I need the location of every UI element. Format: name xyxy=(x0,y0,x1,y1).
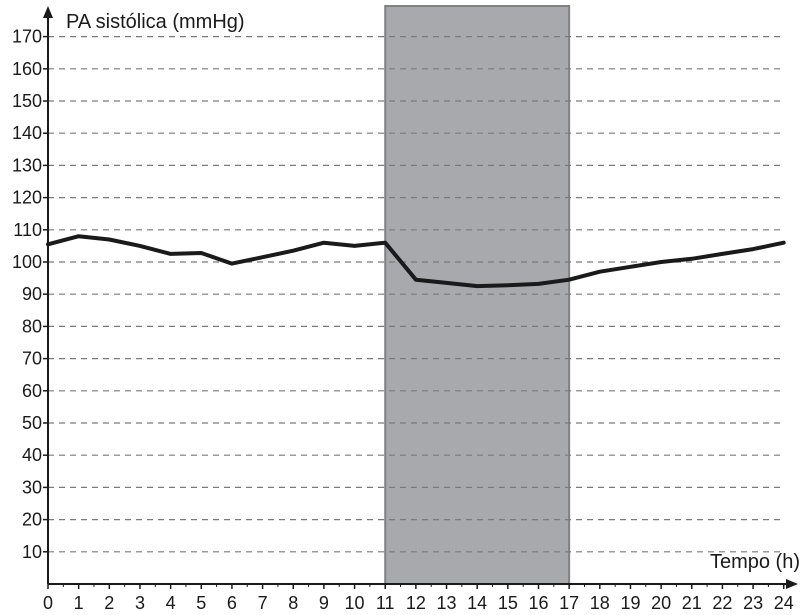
x-tick-label-12: 12 xyxy=(406,593,426,613)
y-tick-label-50: 50 xyxy=(22,413,42,433)
y-tick-label-20: 20 xyxy=(22,510,42,530)
y-tick-label-90: 90 xyxy=(22,284,42,304)
y-tick-label-100: 100 xyxy=(12,252,42,272)
x-tick-label-13: 13 xyxy=(437,593,457,613)
y-tick-label-110: 110 xyxy=(13,220,42,240)
grid-lines xyxy=(48,35,784,553)
tick-labels: 1020304050607080901001101201301401501601… xyxy=(12,27,794,613)
y-axis-title: PA sistólica (mmHg) xyxy=(66,11,245,33)
y-tick-label-120: 120 xyxy=(12,188,42,208)
x-tick-label-7: 7 xyxy=(258,593,268,613)
x-tick-label-24: 24 xyxy=(774,593,794,613)
x-tick-label-9: 9 xyxy=(319,593,329,613)
x-tick-label-15: 15 xyxy=(498,593,518,613)
y-tick-label-150: 150 xyxy=(12,91,42,111)
x-tick-label-8: 8 xyxy=(288,593,298,613)
shaded-period xyxy=(384,5,571,585)
y-tick-label-60: 60 xyxy=(22,381,42,401)
x-tick-label-5: 5 xyxy=(196,593,206,613)
y-tick-label-30: 30 xyxy=(22,477,42,497)
x-tick-label-10: 10 xyxy=(345,593,365,613)
y-axis-arrow xyxy=(43,6,53,18)
y-tick-label-140: 140 xyxy=(12,123,42,143)
x-tick-label-18: 18 xyxy=(590,593,610,613)
y-tick-label-130: 130 xyxy=(12,155,42,175)
x-tick-label-2: 2 xyxy=(104,593,114,613)
x-tick-label-21: 21 xyxy=(682,593,702,613)
x-tick-label-23: 23 xyxy=(743,593,763,613)
series-line xyxy=(46,234,786,289)
x-tick-label-14: 14 xyxy=(467,593,487,613)
y-tick-label-170: 170 xyxy=(12,27,42,47)
x-tick-label-22: 22 xyxy=(712,593,732,613)
x-axis-title: Tempo (h) xyxy=(710,551,800,573)
x-tick-label-17: 17 xyxy=(559,593,579,613)
y-tick-label-70: 70 xyxy=(22,349,42,369)
x-tick-label-11: 11 xyxy=(376,593,395,613)
y-tick-label-10: 10 xyxy=(22,542,42,562)
x-tick-label-3: 3 xyxy=(135,593,145,613)
x-tick-label-4: 4 xyxy=(166,593,176,613)
x-tick-label-6: 6 xyxy=(227,593,237,613)
y-tick-label-160: 160 xyxy=(12,59,42,79)
y-tick-label-80: 80 xyxy=(22,316,42,336)
x-axis-arrow xyxy=(786,579,798,589)
x-tick-label-1: 1 xyxy=(74,593,84,613)
x-tick-label-20: 20 xyxy=(651,593,671,613)
x-tick-label-16: 16 xyxy=(528,593,548,613)
x-tick-label-0: 0 xyxy=(43,593,53,613)
y-tick-label-40: 40 xyxy=(22,445,42,465)
tick-marks xyxy=(43,35,785,589)
x-tick-label-19: 19 xyxy=(620,593,640,613)
